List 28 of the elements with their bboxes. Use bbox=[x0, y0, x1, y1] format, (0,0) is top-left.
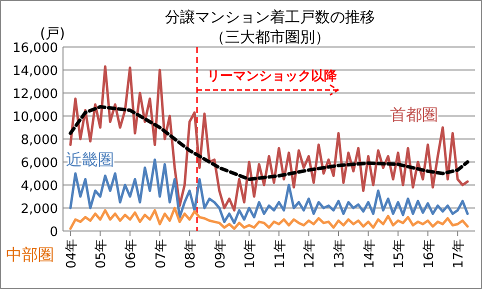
x-tick-label: 16年 bbox=[422, 239, 437, 269]
x-tick-label: 15年 bbox=[392, 239, 408, 269]
y-axis-title: (戸) bbox=[40, 26, 65, 42]
x-tick-label: 08年 bbox=[184, 239, 199, 269]
x-tick-label: 10年 bbox=[243, 239, 258, 269]
y-tick-label: 6,000 bbox=[20, 156, 58, 171]
x-tick-label: 14年 bbox=[362, 239, 378, 269]
x-tick-label: 04年 bbox=[64, 239, 80, 269]
x-tick-label: 11年 bbox=[272, 239, 288, 269]
x-tick-label: 12年 bbox=[302, 239, 318, 269]
y-tick-label: 14,000 bbox=[12, 64, 58, 79]
x-tick-label: 05年 bbox=[94, 239, 110, 269]
series-label: 中部圏 bbox=[6, 245, 54, 264]
y-tick-label: 2,000 bbox=[20, 202, 58, 217]
y-tick-label: 8,000 bbox=[20, 133, 58, 148]
x-tick-label: 13年 bbox=[332, 239, 348, 269]
chart-title: 分譲マンション着工戸数の推移 bbox=[165, 8, 375, 26]
y-tick-label: 4,000 bbox=[20, 179, 58, 194]
y-tick-label: 12,000 bbox=[12, 87, 58, 102]
y-tick-label: 16,000 bbox=[12, 41, 58, 56]
x-tick-label: 06年 bbox=[124, 239, 140, 269]
y-tick-label: 10,000 bbox=[12, 110, 58, 125]
x-tick-label: 07年 bbox=[154, 239, 169, 269]
ref-line-label: リーマンショック以降 bbox=[207, 69, 338, 84]
y-tick-label: 0 bbox=[50, 225, 58, 240]
x-tick-label: 09年 bbox=[213, 239, 228, 269]
x-tick-label: 17年 bbox=[452, 239, 467, 269]
chart-subtitle: （三大都市圏別） bbox=[210, 28, 330, 46]
